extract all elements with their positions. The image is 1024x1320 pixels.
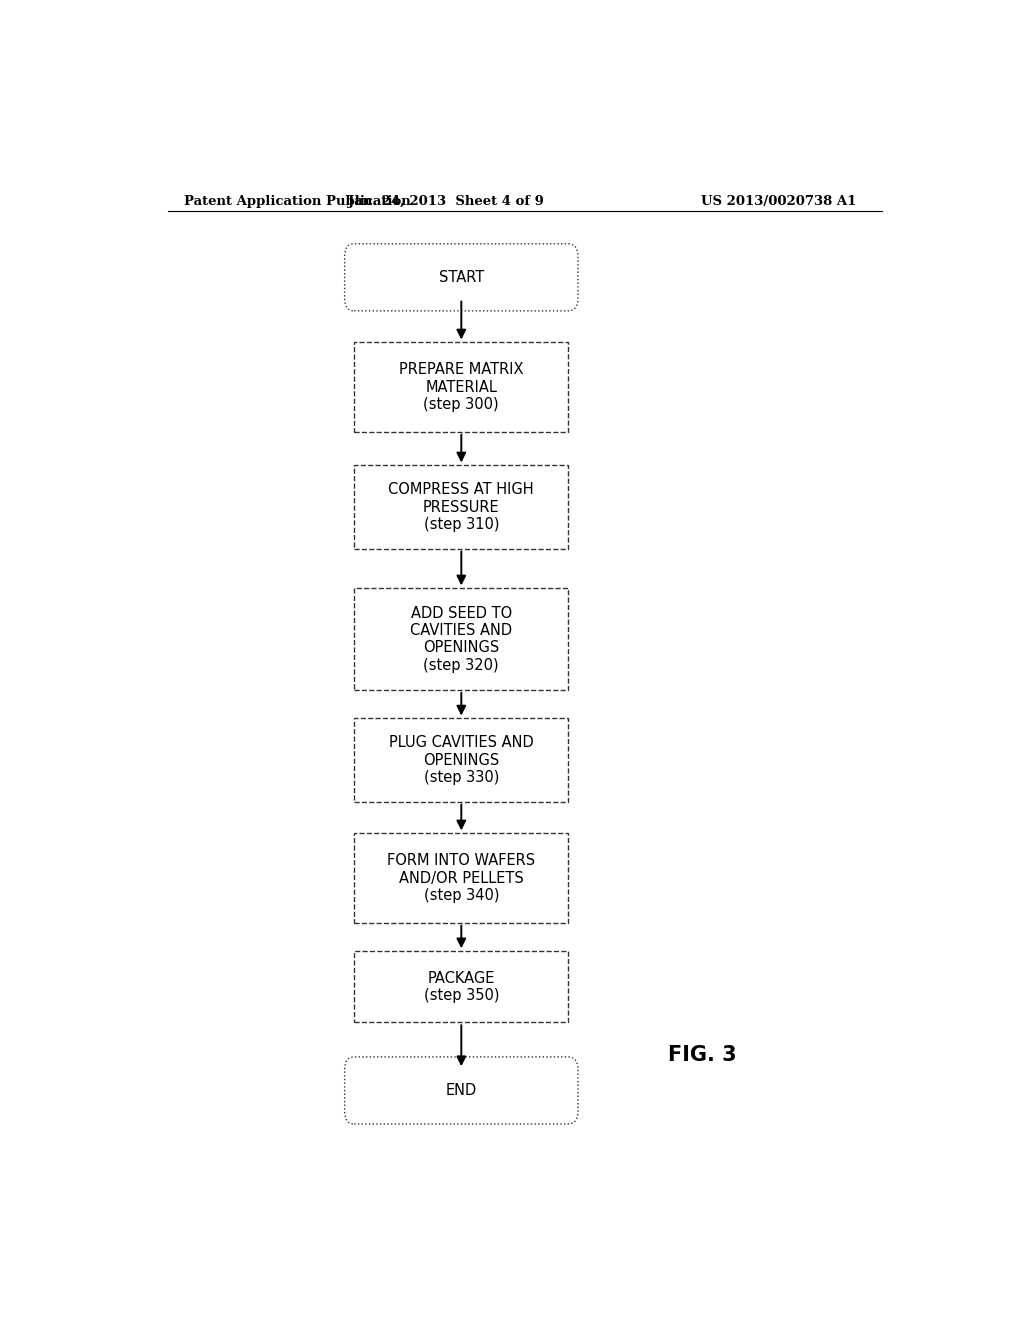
Text: PACKAGE
(step 350): PACKAGE (step 350) — [424, 970, 499, 1003]
Text: FIG. 3: FIG. 3 — [668, 1045, 736, 1065]
FancyBboxPatch shape — [354, 833, 568, 923]
Text: PREPARE MATRIX
MATERIAL
(step 300): PREPARE MATRIX MATERIAL (step 300) — [399, 362, 523, 412]
Text: Jan. 24, 2013  Sheet 4 of 9: Jan. 24, 2013 Sheet 4 of 9 — [347, 194, 544, 207]
Text: Patent Application Publication: Patent Application Publication — [183, 194, 411, 207]
FancyBboxPatch shape — [354, 718, 568, 801]
Text: US 2013/0020738 A1: US 2013/0020738 A1 — [701, 194, 856, 207]
FancyBboxPatch shape — [354, 466, 568, 549]
Text: FORM INTO WAFERS
AND/OR PELLETS
(step 340): FORM INTO WAFERS AND/OR PELLETS (step 34… — [387, 853, 536, 903]
FancyBboxPatch shape — [354, 589, 568, 690]
Text: PLUG CAVITIES AND
OPENINGS
(step 330): PLUG CAVITIES AND OPENINGS (step 330) — [389, 735, 534, 785]
Text: END: END — [445, 1082, 477, 1098]
Text: ADD SEED TO
CAVITIES AND
OPENINGS
(step 320): ADD SEED TO CAVITIES AND OPENINGS (step … — [411, 606, 512, 673]
FancyBboxPatch shape — [354, 952, 568, 1022]
FancyBboxPatch shape — [345, 1057, 578, 1125]
Text: COMPRESS AT HIGH
PRESSURE
(step 310): COMPRESS AT HIGH PRESSURE (step 310) — [388, 482, 535, 532]
Text: START: START — [438, 269, 484, 285]
FancyBboxPatch shape — [345, 244, 578, 312]
FancyBboxPatch shape — [354, 342, 568, 432]
